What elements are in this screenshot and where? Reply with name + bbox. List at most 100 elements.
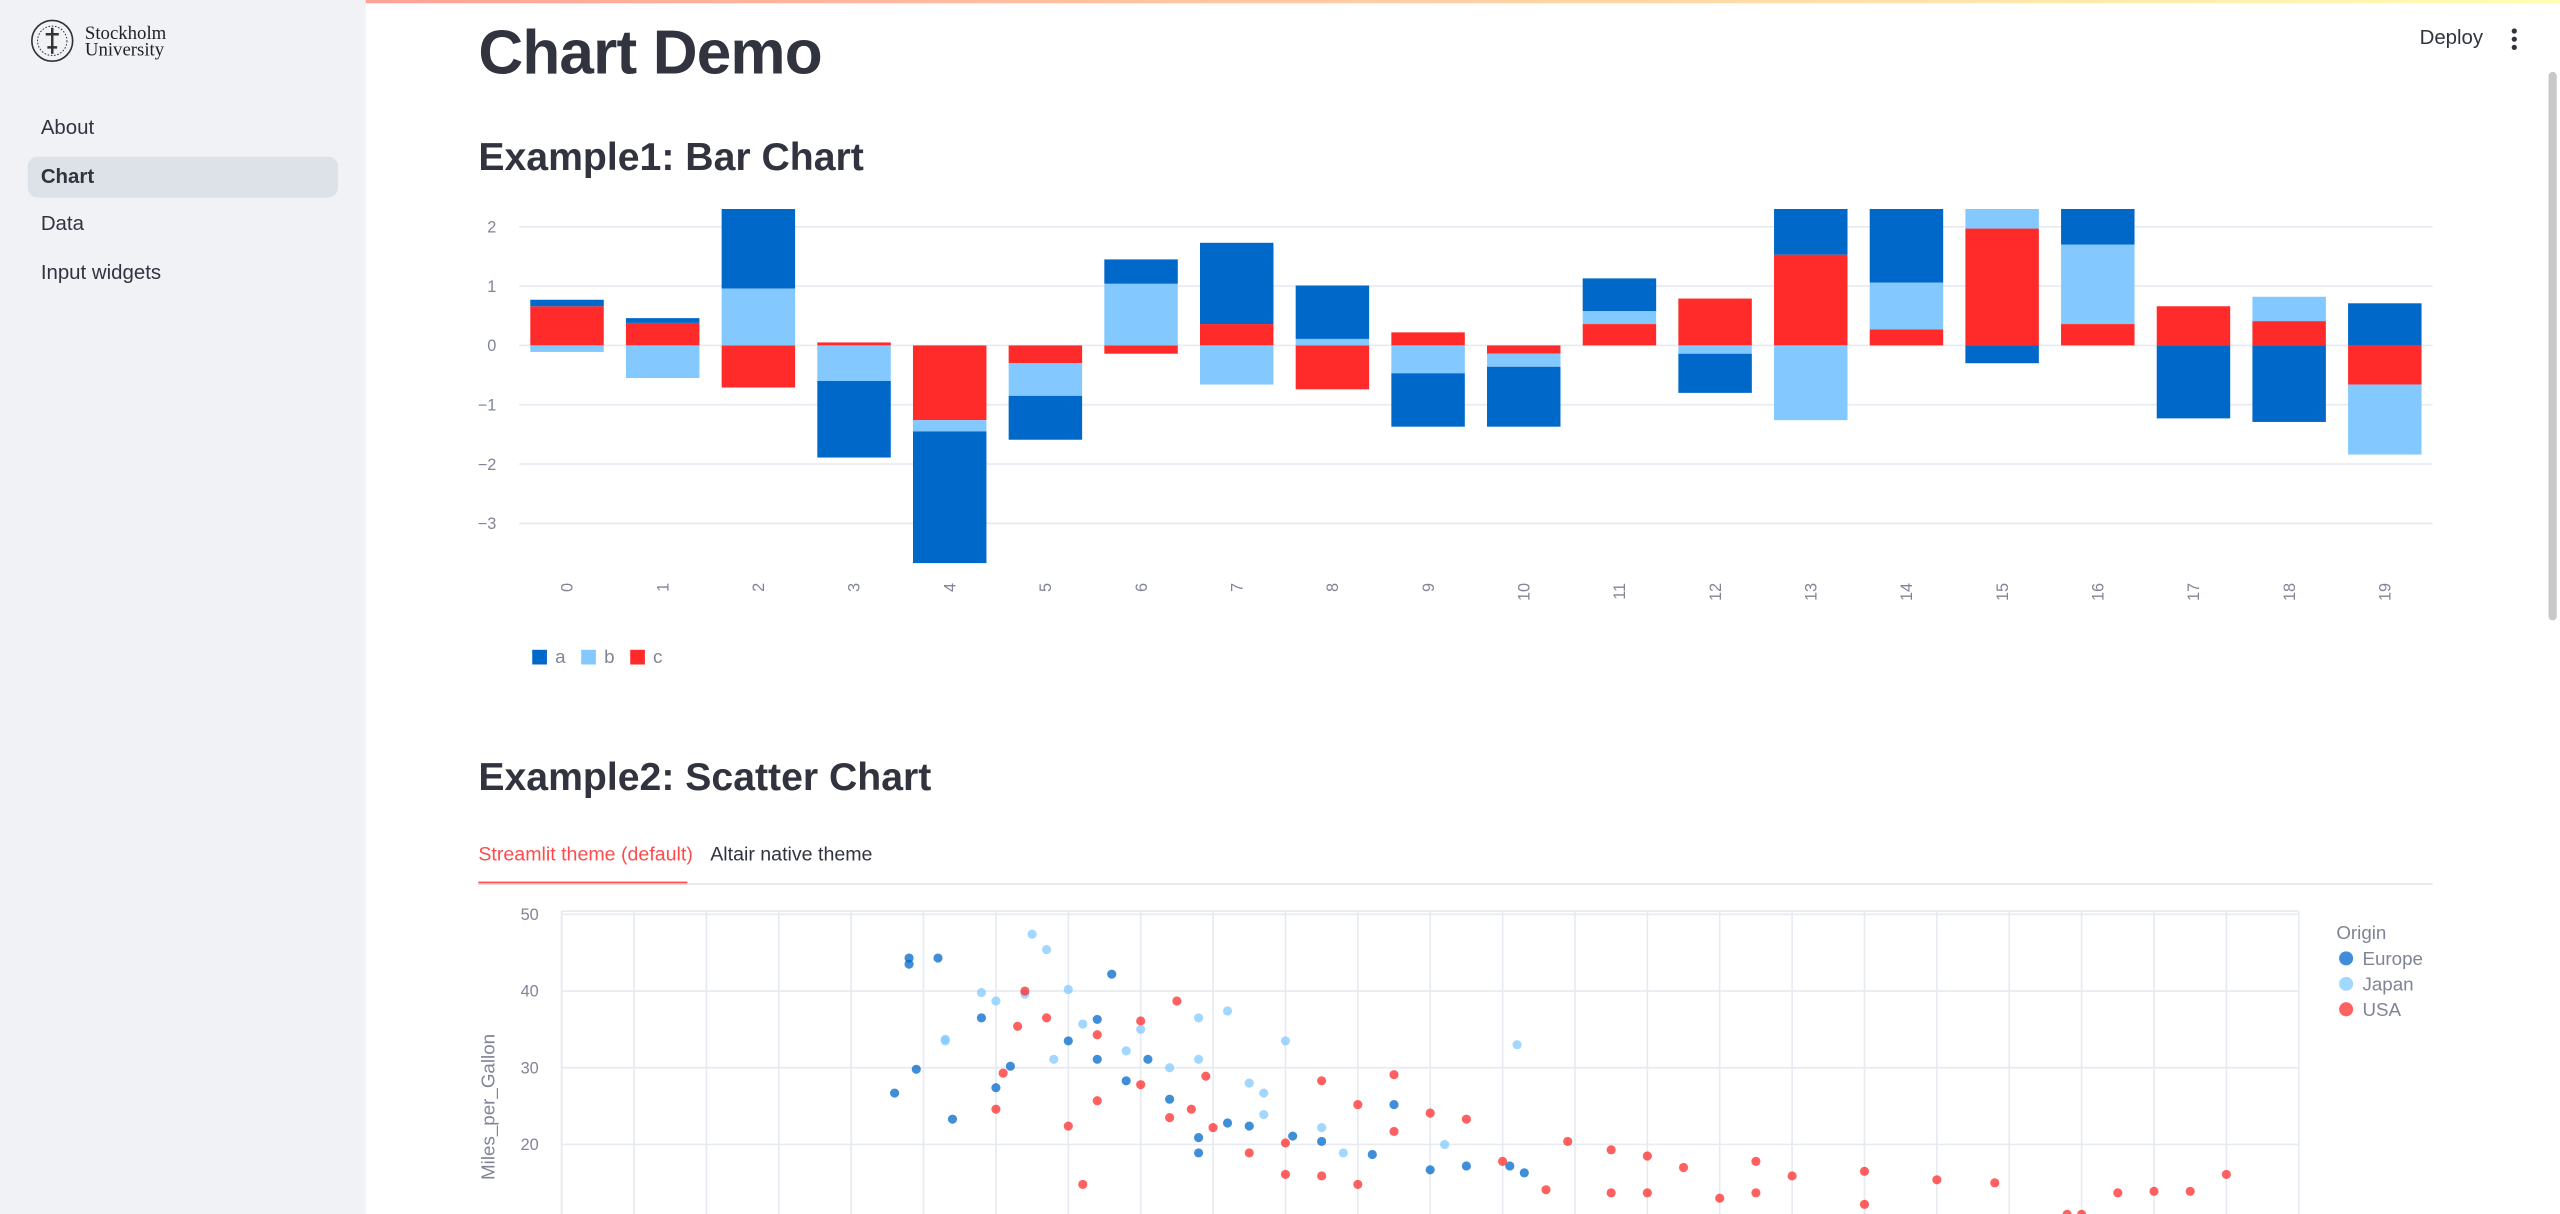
point (1519, 1168, 1529, 1178)
sidebar: Stockholm University About Chart Data Input… (0, 0, 366, 1214)
nav-item[interactable]: Chart (27, 156, 338, 198)
point (1317, 1076, 1327, 1086)
bar-segment (912, 431, 987, 564)
bar-segment (1678, 345, 1752, 354)
point (1389, 1100, 1399, 1110)
point (1751, 1188, 1761, 1198)
bar-segment (2348, 384, 2422, 455)
point (1353, 1179, 1363, 1189)
bar-segment (2156, 306, 2231, 346)
tab[interactable]: Streamlit theme (default) (478, 842, 693, 866)
point (1194, 1148, 1204, 1158)
point (1280, 1036, 1291, 1046)
bar-segment (1774, 254, 1848, 346)
point (1042, 1013, 1052, 1023)
point (2062, 1209, 2072, 1214)
bar-segment (721, 288, 796, 346)
bar-segment (1391, 345, 1465, 374)
bar-segment (1391, 373, 1465, 427)
legend-label: c (653, 646, 662, 667)
point (1078, 1019, 1088, 1029)
point (991, 1083, 1001, 1093)
bar-segment (817, 345, 891, 382)
y-tick-label: 2 (487, 218, 496, 236)
point (1078, 1179, 1088, 1189)
bar-segment (1199, 242, 1274, 325)
nav-item[interactable]: Data (40, 212, 84, 236)
bar-segment (817, 342, 891, 346)
bar-segment (721, 345, 796, 388)
bar-segment (1104, 345, 1178, 354)
point (1165, 1113, 1175, 1123)
bar-segment (625, 318, 700, 323)
bar-segment (1391, 332, 1465, 346)
legend-title: Origin (2336, 922, 2386, 943)
bar-segment (530, 345, 604, 352)
legend-swatch (630, 649, 645, 665)
x-tick-label: 0 (559, 583, 577, 592)
nav-item[interactable]: Input widgets (40, 261, 162, 285)
y-tick-label: 20 (521, 1136, 539, 1154)
top-decoration (0, 0, 2560, 4)
tab[interactable]: Altair native theme (710, 842, 873, 866)
bar-segment (2348, 345, 2422, 385)
bar-segment (1008, 395, 1083, 440)
point (1244, 1078, 1254, 1088)
point (1194, 1013, 1204, 1023)
point (2221, 1169, 2231, 1179)
point (1186, 1104, 1196, 1114)
bar-segment (1582, 278, 1657, 312)
point (1498, 1156, 1508, 1166)
point (911, 1064, 921, 1074)
point (1288, 1131, 1298, 1141)
menu-button[interactable] (2504, 26, 2524, 52)
nav-item[interactable]: About (40, 115, 95, 139)
y-tick-label: 40 (521, 983, 539, 1001)
x-tick-label: 2 (750, 583, 768, 592)
point (1165, 1063, 1175, 1073)
x-tick-label: 12 (1707, 583, 1725, 601)
point (1425, 1108, 1435, 1118)
point (1194, 1054, 1204, 1064)
x-tick-label: 15 (1994, 583, 2012, 601)
scrollbar[interactable] (2548, 71, 2557, 621)
logo[interactable]: Stockholm University (29, 18, 192, 67)
deploy-button[interactable]: Deploy (2419, 26, 2484, 49)
point (1461, 1114, 1471, 1124)
section-title: Example1: Bar Chart (478, 135, 864, 180)
bar-segment (1104, 283, 1178, 346)
point (1389, 1070, 1399, 1080)
bar-segment (721, 208, 796, 289)
point (1642, 1151, 1652, 1161)
bar-segment (2348, 303, 2422, 346)
x-tick-label: 10 (1515, 583, 1533, 601)
bar-segment (1487, 353, 1561, 367)
point (1013, 1021, 1023, 1031)
x-tick-label: 17 (2185, 583, 2203, 601)
point (1259, 1109, 1269, 1120)
bar-segment (625, 345, 700, 379)
bar-segment (1965, 228, 2039, 346)
bar-segment (1774, 208, 1848, 255)
point (1136, 1016, 1146, 1026)
point (1859, 1166, 1870, 1176)
bar-segment (1487, 345, 1561, 354)
point (1121, 1076, 1131, 1086)
point (1606, 1188, 1616, 1198)
point (1042, 945, 1052, 955)
section-title: Example2: Scatter Chart (478, 755, 932, 800)
x-tick-label: 5 (1037, 583, 1055, 592)
point (1194, 1133, 1204, 1143)
point (1505, 1161, 1515, 1171)
bar-segment (1678, 353, 1752, 393)
bar-segment (912, 345, 987, 421)
bar-segment (1582, 324, 1657, 346)
point (1751, 1156, 1761, 1166)
bar-segment (1104, 259, 1178, 284)
point (1563, 1136, 1573, 1146)
point (1222, 1006, 1233, 1016)
point (947, 1114, 958, 1124)
point (1317, 1136, 1327, 1146)
point (991, 1104, 1001, 1114)
